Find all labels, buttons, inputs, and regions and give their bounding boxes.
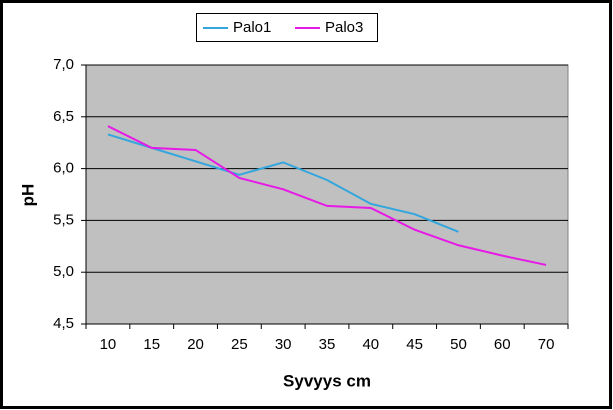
x-tick-label: 40 <box>362 336 379 353</box>
x-tick-label: 45 <box>406 336 423 353</box>
x-tick-label: 20 <box>187 336 204 353</box>
x-axis-title: Syvyys cm <box>283 371 371 390</box>
x-tick-label: 35 <box>319 336 336 353</box>
x-tick-label: 30 <box>275 336 292 353</box>
x-tick-label: 70 <box>538 336 555 353</box>
x-tick-label: 15 <box>143 336 160 353</box>
y-tick-label: 7,0 <box>53 56 74 73</box>
legend-label: Palo3 <box>325 19 363 36</box>
plot-area <box>85 64 569 325</box>
y-tick-label: 4,5 <box>53 315 74 332</box>
series-line <box>107 125 547 266</box>
y-tick-label: 6,0 <box>53 160 74 177</box>
y-tick-label: 5,0 <box>53 263 74 280</box>
y-tick-label: 5,5 <box>53 211 74 228</box>
legend-label: Palo1 <box>233 19 271 36</box>
y-axis-title: pH <box>18 184 37 207</box>
series-line <box>107 133 459 233</box>
x-tick-label: 25 <box>231 336 248 353</box>
x-tick-label: 50 <box>450 336 467 353</box>
y-tick-label: 6,5 <box>53 108 74 125</box>
x-tick-label: 60 <box>494 336 511 353</box>
x-tick-label: 10 <box>100 336 117 353</box>
